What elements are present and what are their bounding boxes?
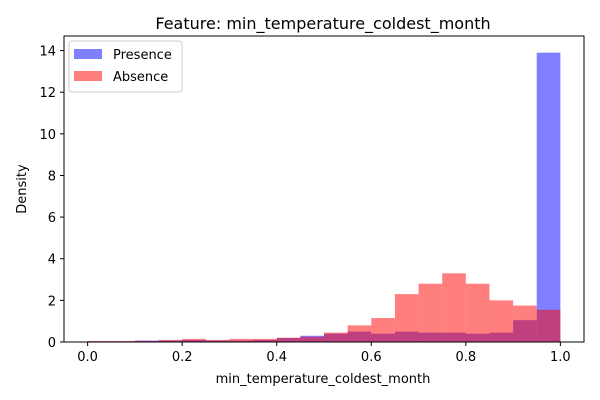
- bar-absence-4: [182, 338, 206, 342]
- legend-swatch-presence: [74, 49, 102, 59]
- bars-layer: [87, 52, 561, 343]
- y-tick-label-7: 14: [39, 45, 56, 60]
- x-tick-label-4: 0.8: [455, 350, 476, 365]
- bar-absence-13: [394, 294, 419, 342]
- y-tick-label-5: 10: [39, 128, 56, 143]
- bar-presence-19: [536, 52, 561, 343]
- bar-absence-14: [418, 283, 443, 342]
- y-tick-label-0: 0: [48, 336, 56, 351]
- bar-absence-12: [371, 318, 395, 342]
- bar-absence-3: [158, 339, 183, 342]
- bar-absence-7: [253, 338, 277, 342]
- y-axis: 0 2 4 6 8 10 12 14: [39, 45, 64, 351]
- x-tick-label-3: 0.6: [361, 350, 382, 365]
- bar-absence-15: [442, 273, 466, 342]
- y-tick-label-4: 8: [48, 169, 56, 184]
- x-axis: 0.0 0.2 0.4 0.6 0.8 1.0: [77, 342, 571, 365]
- legend: Presence Absence: [68, 40, 183, 93]
- chart-title: Feature: min_temperature_coldest_month: [155, 14, 490, 34]
- plot-frame: [63, 35, 585, 343]
- x-tick-label-1: 0.2: [172, 350, 193, 365]
- bar-absence-11: [347, 325, 372, 342]
- bar-absence-19: [536, 309, 561, 342]
- legend-label-absence: Absence: [113, 70, 168, 85]
- y-axis-label: Density: [15, 164, 30, 214]
- bar-absence-9: [300, 336, 324, 342]
- y-tick-label-1: 2: [48, 294, 56, 309]
- legend-label-presence: Presence: [113, 48, 172, 63]
- y-tick-label-3: 6: [48, 211, 56, 226]
- bar-absence-0: [87, 340, 112, 342]
- y-tick-label-2: 4: [48, 253, 56, 268]
- bar-absence-6: [229, 338, 254, 342]
- bar-absence-16: [465, 283, 490, 342]
- legend-swatch-absence: [74, 71, 102, 81]
- bar-absence-5: [205, 339, 230, 342]
- bar-absence-2: [134, 340, 159, 342]
- bar-absence-18: [513, 305, 537, 342]
- bar-absence-1: [111, 340, 135, 342]
- x-tick-label-5: 1.0: [550, 350, 571, 365]
- bar-absence-17: [489, 300, 514, 342]
- bar-absence-8: [276, 337, 301, 342]
- x-axis-label: min_temperature_coldest_month: [216, 372, 431, 387]
- x-tick-label-2: 0.4: [266, 350, 287, 365]
- bar-absence-10: [324, 332, 348, 342]
- y-tick-label-6: 12: [39, 86, 56, 101]
- x-tick-label-0: 0.0: [77, 350, 98, 365]
